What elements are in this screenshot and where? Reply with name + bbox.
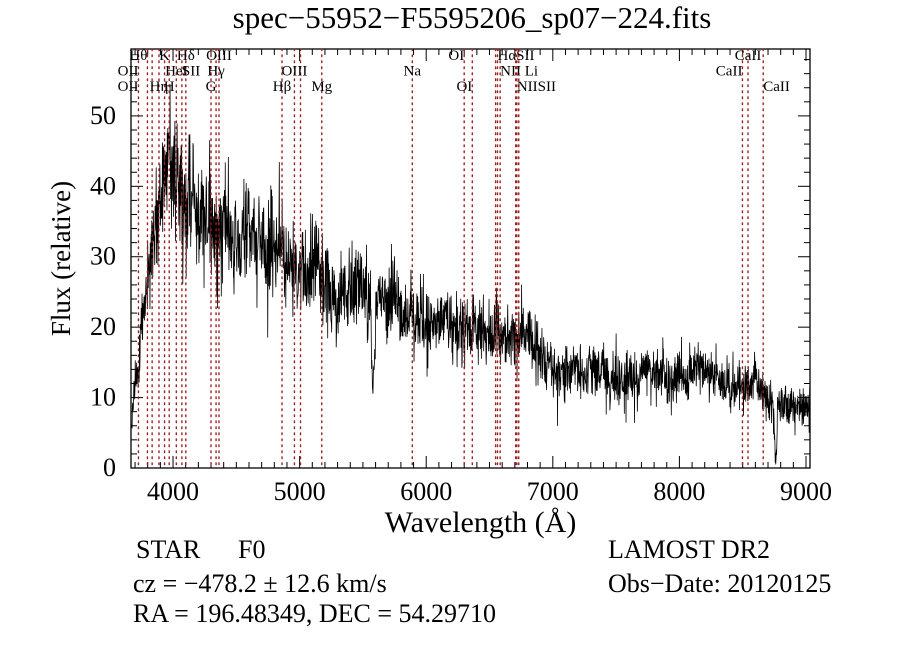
svg-text:10: 10 (90, 383, 116, 412)
svg-text:OII: OII (118, 64, 139, 80)
svg-text:0: 0 (103, 453, 116, 482)
svg-text:NIISII: NIISII (517, 79, 556, 95)
svg-text:OI: OI (456, 79, 472, 95)
svg-text:Mg: Mg (311, 79, 332, 95)
svg-text:CaII: CaII (716, 64, 743, 80)
svg-text:50: 50 (90, 101, 116, 130)
svg-text:H: H (164, 79, 175, 95)
svg-text:Flux (relative): Flux (relative) (46, 181, 76, 336)
svg-text:Hγ: Hγ (207, 64, 225, 80)
svg-text:OIII: OIII (282, 64, 308, 80)
svg-text:SII: SII (182, 64, 200, 80)
svg-text:STAR: STAR (136, 535, 201, 564)
svg-text:spec−55952−F5595206_sp07−224.f: spec−55952−F5595206_sp07−224.fits (233, 0, 712, 35)
svg-text:Hθ: Hθ (129, 48, 147, 64)
svg-text:Na: Na (404, 64, 422, 80)
svg-text:Hδ: Hδ (177, 48, 195, 64)
svg-text:G: G (206, 79, 217, 95)
svg-text:4000: 4000 (147, 477, 199, 506)
svg-text:K: K (159, 48, 170, 64)
svg-text:OI: OI (448, 48, 464, 64)
svg-text:Wavelength (Å): Wavelength (Å) (385, 506, 577, 539)
svg-text:HαSII: HαSII (497, 48, 534, 64)
svg-text:NII Li: NII Li (500, 64, 538, 80)
svg-text:RA = 196.48349, DEC = 54.297: RA = 196.48349, DEC = 54.29710 (133, 599, 496, 628)
svg-text:OIII: OIII (206, 48, 232, 64)
svg-text:20: 20 (90, 312, 116, 341)
svg-text:8000: 8000 (653, 477, 705, 506)
svg-text:cz = −478.2 ± 12.6 km/s: cz = −478.2 ± 12.6 km/s (133, 569, 387, 598)
svg-text:LAMOST DR2: LAMOST DR2 (608, 535, 770, 564)
svg-text:CaII: CaII (735, 48, 762, 64)
svg-text:5000: 5000 (274, 477, 326, 506)
svg-text:6000: 6000 (400, 477, 452, 506)
svg-text:Hβ: Hβ (273, 79, 291, 95)
svg-text:7000: 7000 (527, 477, 579, 506)
svg-text:CaII: CaII (763, 79, 790, 95)
svg-text:OII: OII (118, 79, 139, 95)
svg-text:30: 30 (90, 242, 116, 271)
svg-text:40: 40 (90, 171, 116, 200)
svg-text:F0: F0 (238, 535, 265, 564)
svg-text:9000: 9000 (780, 477, 832, 506)
svg-text:Obs−Date: 20120125: Obs−Date: 20120125 (608, 569, 831, 598)
